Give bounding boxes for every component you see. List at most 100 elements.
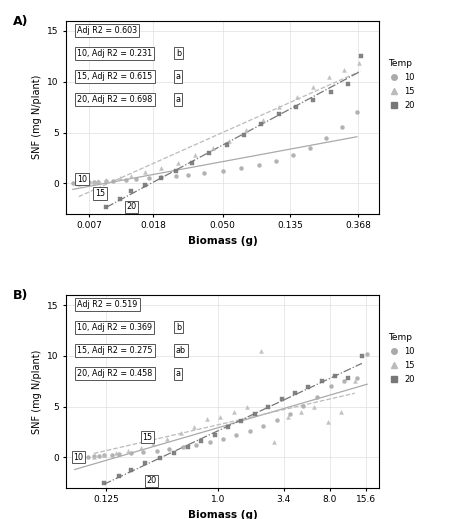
Point — [289, 151, 297, 159]
Point — [78, 453, 86, 461]
Point — [90, 178, 98, 186]
Point — [100, 451, 108, 459]
Point — [344, 79, 352, 88]
Point — [257, 347, 264, 355]
Point — [115, 450, 123, 458]
Point — [102, 202, 110, 211]
Point — [116, 174, 124, 182]
Text: a: a — [176, 369, 181, 378]
Point — [184, 443, 191, 452]
Point — [219, 435, 227, 443]
Point — [85, 178, 93, 186]
Point — [128, 187, 135, 196]
Point — [351, 377, 358, 385]
Point — [217, 413, 224, 421]
Text: a: a — [176, 95, 181, 104]
Point — [95, 452, 103, 460]
Point — [244, 402, 251, 411]
Text: b: b — [176, 49, 181, 58]
Text: 15, Adj R2 = 0.615: 15, Adj R2 = 0.615 — [77, 72, 153, 81]
Point — [115, 472, 123, 480]
Point — [357, 52, 365, 61]
Text: 15: 15 — [142, 432, 153, 442]
Text: 10: 10 — [77, 175, 87, 184]
Point — [293, 93, 301, 101]
Point — [364, 350, 371, 358]
Point — [226, 136, 233, 145]
Point — [90, 178, 98, 186]
Point — [90, 453, 98, 461]
Text: 15, Adj R2 = 0.275: 15, Adj R2 = 0.275 — [77, 346, 153, 355]
Point — [149, 440, 157, 448]
Point — [192, 441, 200, 449]
Point — [275, 110, 283, 118]
Point — [251, 409, 258, 418]
Point — [284, 413, 292, 421]
Point — [259, 116, 266, 125]
Point — [172, 167, 180, 175]
Point — [157, 174, 164, 182]
Point — [201, 169, 208, 177]
Text: Adj R2 = 0.603: Adj R2 = 0.603 — [77, 25, 137, 35]
Point — [223, 141, 230, 149]
Point — [300, 401, 307, 409]
Point — [142, 181, 149, 189]
Legend: 10, 15, 20: 10, 15, 20 — [383, 330, 418, 387]
Point — [75, 180, 82, 188]
Point — [85, 179, 93, 187]
Point — [172, 172, 180, 180]
Point — [273, 416, 281, 424]
Text: 15: 15 — [95, 189, 105, 198]
Point — [164, 435, 171, 443]
Point — [184, 171, 192, 179]
Point — [355, 59, 363, 67]
Point — [327, 382, 334, 390]
Point — [219, 167, 227, 175]
Point — [257, 120, 265, 129]
Point — [142, 459, 149, 468]
Point — [69, 179, 77, 187]
Text: 20: 20 — [126, 202, 137, 211]
Text: 20: 20 — [146, 476, 156, 485]
Point — [324, 418, 332, 426]
Point — [353, 108, 361, 116]
Point — [273, 157, 280, 165]
Point — [191, 151, 198, 159]
Text: Adj R2 = 0.519: Adj R2 = 0.519 — [77, 299, 137, 309]
Point — [230, 407, 238, 416]
Point — [310, 83, 317, 91]
Point — [128, 172, 135, 180]
Point — [310, 96, 317, 104]
Point — [313, 393, 321, 402]
Point — [170, 449, 177, 457]
Point — [358, 352, 365, 360]
Point — [259, 422, 266, 430]
Point — [297, 407, 305, 416]
Point — [137, 444, 145, 453]
Text: b: b — [176, 323, 181, 332]
Point — [165, 445, 173, 454]
Point — [240, 130, 247, 139]
Point — [209, 144, 216, 152]
X-axis label: Biomass (g): Biomass (g) — [188, 510, 258, 519]
Point — [337, 407, 345, 416]
Point — [142, 168, 149, 176]
Text: 10: 10 — [73, 453, 83, 462]
X-axis label: Biomass (g): Biomass (g) — [188, 236, 258, 246]
Text: 20, Adj R2 = 0.698: 20, Adj R2 = 0.698 — [77, 95, 153, 104]
Text: 10, Adj R2 = 0.369: 10, Adj R2 = 0.369 — [77, 323, 153, 332]
Point — [116, 195, 124, 203]
Point — [179, 443, 186, 452]
Text: A): A) — [13, 15, 29, 28]
Point — [125, 447, 132, 456]
Point — [174, 159, 182, 167]
Point — [291, 389, 299, 398]
Y-axis label: SNF (mg N/plant): SNF (mg N/plant) — [32, 75, 42, 159]
Point — [157, 164, 164, 172]
Point — [323, 133, 330, 142]
Point — [156, 454, 164, 462]
Legend: 10, 15, 20: 10, 15, 20 — [383, 56, 418, 113]
Point — [305, 383, 312, 391]
Point — [338, 124, 346, 132]
Point — [109, 176, 117, 185]
